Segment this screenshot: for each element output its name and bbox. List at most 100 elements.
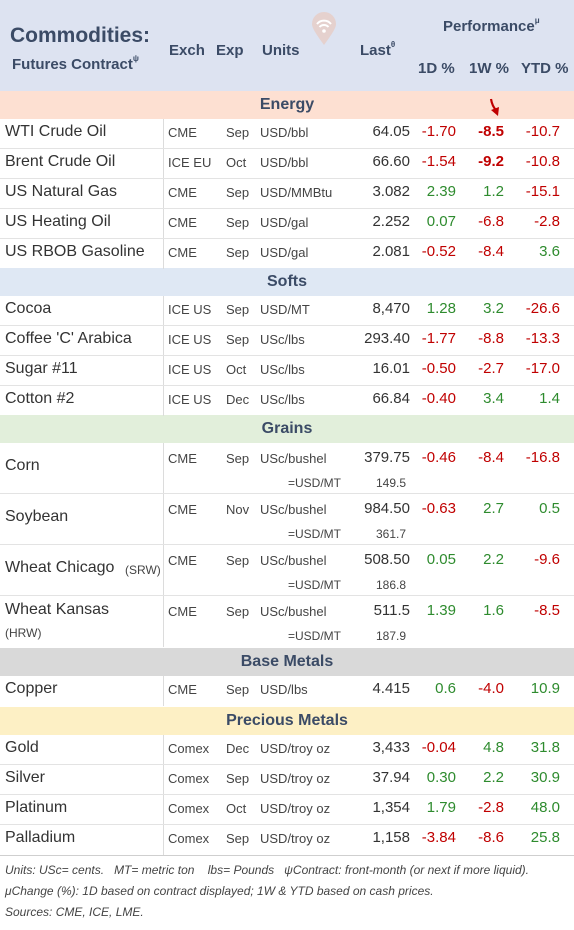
table-row: Silver Comex Sep USD/troy oz 37.94 0.30 2.2 30.…: [0, 765, 574, 795]
commodity-name: Copper: [5, 680, 58, 697]
column-divider: [163, 494, 164, 545]
exchange: ICE US: [168, 392, 212, 407]
footnote-change: μChange (%): 1D based on contract displa…: [5, 884, 434, 898]
exchange: Comex: [168, 801, 210, 816]
column-divider: [163, 825, 164, 855]
row-divider: [0, 208, 574, 209]
units: USc/bushel: [260, 502, 327, 517]
table-row: Brent Crude Oil ICE EU Oct USD/bbl 66.60 -1.5…: [0, 149, 574, 179]
exchange: CME: [168, 215, 197, 230]
change-1w: 3.2: [483, 300, 504, 317]
commodity-name: Cocoa: [5, 300, 52, 317]
table-row: Soybean CME Nov USc/bushel 984.50 -0.63 2.7 0.5…: [0, 494, 574, 545]
expiry: Sep: [226, 215, 250, 230]
commodity-name: Wheat Chicago: [5, 559, 115, 576]
last-price: 511.5: [373, 602, 410, 619]
expiry: Sep: [226, 245, 250, 260]
row-divider: [0, 595, 574, 596]
table-row: US RBOB Gasoline CME Sep USD/gal 2.081 -0.52 -…: [0, 239, 574, 269]
table-row: Wheat Chicago (SRW) CME Sep USc/bushel 508.50…: [0, 545, 574, 596]
exchange: CME: [168, 185, 197, 200]
units: USD/troy oz: [260, 831, 331, 846]
expiry: Sep: [226, 332, 250, 347]
units: USD/troy oz: [260, 741, 331, 756]
change-1d: -1.70: [421, 123, 456, 140]
commodity-name: Sugar #11: [5, 360, 78, 377]
change-1d: -0.40: [421, 390, 456, 407]
change-1d: -0.46: [421, 449, 456, 466]
section-energy: Energy: [0, 91, 574, 119]
commodity-name: US RBOB Gasoline: [5, 243, 145, 260]
footer-divider: [0, 855, 574, 856]
exchange: ICE US: [168, 332, 212, 347]
column-divider: [163, 149, 164, 179]
table-row: Corn CME Sep USc/bushel 379.75 -0.46 -8.4 -16.8…: [0, 443, 574, 494]
change-1w: -2.8: [478, 799, 504, 816]
table-row: Gold Comex Dec USD/troy oz 3,433 -0.04 4.8 31.8: [0, 735, 574, 765]
section-precious-metals: Precious Metals: [0, 707, 574, 735]
table-row: Palladium Comex Sep USD/troy oz 1,158 -3.84 -8…: [0, 825, 574, 855]
change-ytd: 0.5: [539, 500, 560, 517]
last-price: 508.50: [364, 551, 410, 568]
units: USD/bbl: [260, 155, 309, 170]
commodity-name: Palladium: [5, 829, 76, 846]
change-1w: -4.0: [478, 680, 504, 697]
change-1w: -8.6: [478, 829, 504, 846]
table-row: Cotton #2 ICE US Dec USc/lbs 66.84 -0.40 3.4 1.…: [0, 386, 574, 416]
units: USc/lbs: [260, 332, 305, 347]
commodity-name: Silver: [5, 769, 46, 786]
col-exp-header: Exp: [216, 42, 244, 59]
change-1w: -8.4: [478, 243, 504, 260]
col-1d-header: 1D %: [418, 60, 455, 77]
table-row: Platinum Comex Oct USD/troy oz 1,354 1.79 -2.8…: [0, 795, 574, 825]
col-1w-header: 1W %: [469, 60, 510, 77]
expiry: Sep: [226, 831, 250, 846]
page-subtitle: Futures Contractψ: [12, 54, 139, 73]
units: USc/lbs: [260, 362, 305, 377]
units: USD/MT: [260, 302, 310, 317]
exchange: CME: [168, 245, 197, 260]
commodity-name: Brent Crude Oil: [5, 153, 116, 170]
table-row: Copper CME Sep USD/lbs 4.415 0.6 -4.0 10.9: [0, 676, 574, 706]
units-metric: =USD/MT: [288, 527, 342, 541]
change-ytd: -9.6: [534, 551, 560, 568]
change-1w: 1.2: [483, 183, 504, 200]
expiry: Sep: [226, 185, 250, 200]
last-price-metric: 361.7: [375, 527, 406, 541]
table-row: Sugar #11 ICE US Oct USc/lbs 16.01 -0.50 -2.7 -…: [0, 356, 574, 386]
column-divider: [163, 179, 164, 209]
last-price: 293.40: [364, 330, 410, 347]
change-1w: 1.6: [483, 602, 504, 619]
change-1d: -1.77: [421, 330, 456, 347]
column-divider: [163, 296, 164, 326]
change-1d: 1.79: [426, 799, 456, 816]
expiry: Sep: [226, 771, 250, 786]
units: USD/gal: [260, 245, 309, 260]
commodity-name: Coffee 'C' Arabica: [5, 330, 132, 347]
change-ytd: -13.3: [525, 330, 560, 347]
footnote-sources: Sources: CME, ICE, LME.: [5, 905, 144, 919]
row-divider: [0, 544, 574, 545]
change-ytd: -15.1: [525, 183, 560, 200]
table-row: Coffee 'C' Arabica ICE US Sep USc/lbs 293.40…: [0, 326, 574, 356]
change-1w: 2.2: [483, 769, 504, 786]
commodity-name: WTI Crude Oil: [5, 123, 107, 140]
change-1d: 0.07: [426, 213, 456, 230]
last-price: 1,158: [372, 829, 410, 846]
exchange: CME: [168, 451, 197, 466]
change-1w: -8.5: [478, 123, 504, 140]
commodity-name: Wheat Kansas: [5, 601, 110, 618]
col-ytd-header: YTD %: [521, 60, 569, 77]
commodity-name: US Natural Gas: [5, 183, 118, 200]
column-divider: [163, 239, 164, 269]
row-divider: [0, 325, 574, 326]
exchange: CME: [168, 553, 197, 568]
change-ytd: 3.6: [539, 243, 560, 260]
last-price-metric: 186.8: [375, 578, 406, 592]
last-price: 2.252: [372, 213, 410, 230]
change-1d: 0.30: [426, 769, 456, 786]
change-ytd: -2.8: [534, 213, 560, 230]
expiry: Dec: [226, 741, 250, 756]
row-divider: [0, 355, 574, 356]
section-grains: Grains: [0, 415, 574, 443]
